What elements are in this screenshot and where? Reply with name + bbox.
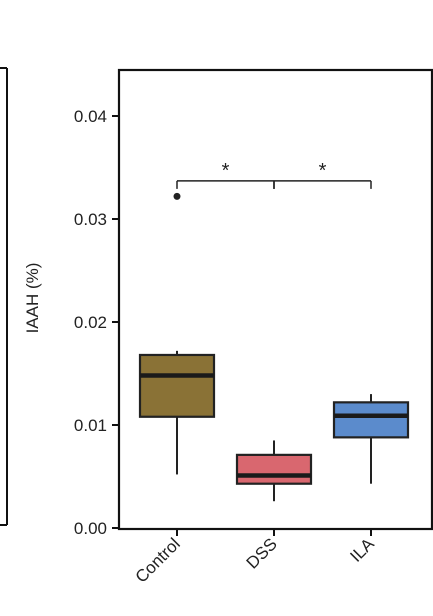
box-ila: [332, 394, 410, 484]
y-tick-label: 0.03: [74, 210, 107, 229]
y-tick-label: 0.02: [74, 313, 107, 332]
significance-dss-ila: *: [273, 160, 372, 189]
significance-label: *: [319, 160, 327, 182]
y-tick-label: 0.04: [74, 107, 107, 126]
y-tick-label: 0.00: [74, 519, 107, 538]
significance-brackets: * *: [176, 160, 372, 189]
iqr-box: [332, 401, 410, 439]
y-tick-label: 0.01: [74, 416, 107, 435]
x-tick-label: ILA: [346, 534, 378, 566]
iqr-box: [235, 453, 313, 485]
x-tick-label: DSS: [243, 534, 281, 572]
significance-control-dss: *: [176, 160, 275, 189]
box-control: [138, 192, 216, 475]
outlier-point: [173, 192, 181, 200]
plot-frame: [117, 68, 433, 531]
significance-label: *: [222, 160, 230, 182]
y-axis-label: IAAH (%): [23, 263, 42, 334]
x-tick-label: Control: [132, 534, 184, 586]
iqr-box: [138, 353, 216, 418]
x-axis: Control DSS ILA: [132, 529, 378, 587]
box-series: [138, 192, 410, 502]
box-dss: [235, 440, 313, 502]
y-axis: 0.00 0.01 0.02 0.03 0.04: [74, 107, 119, 538]
